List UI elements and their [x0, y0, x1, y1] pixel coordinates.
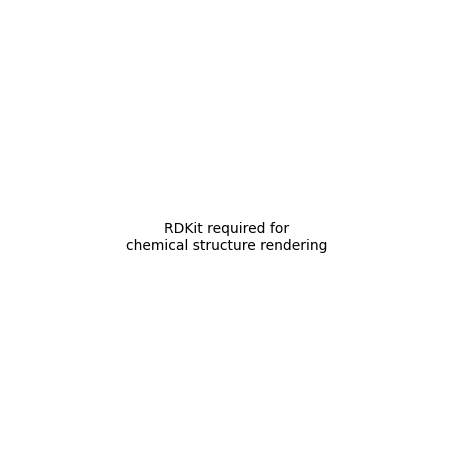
Text: RDKit required for
chemical structure rendering: RDKit required for chemical structure re… [126, 222, 327, 253]
